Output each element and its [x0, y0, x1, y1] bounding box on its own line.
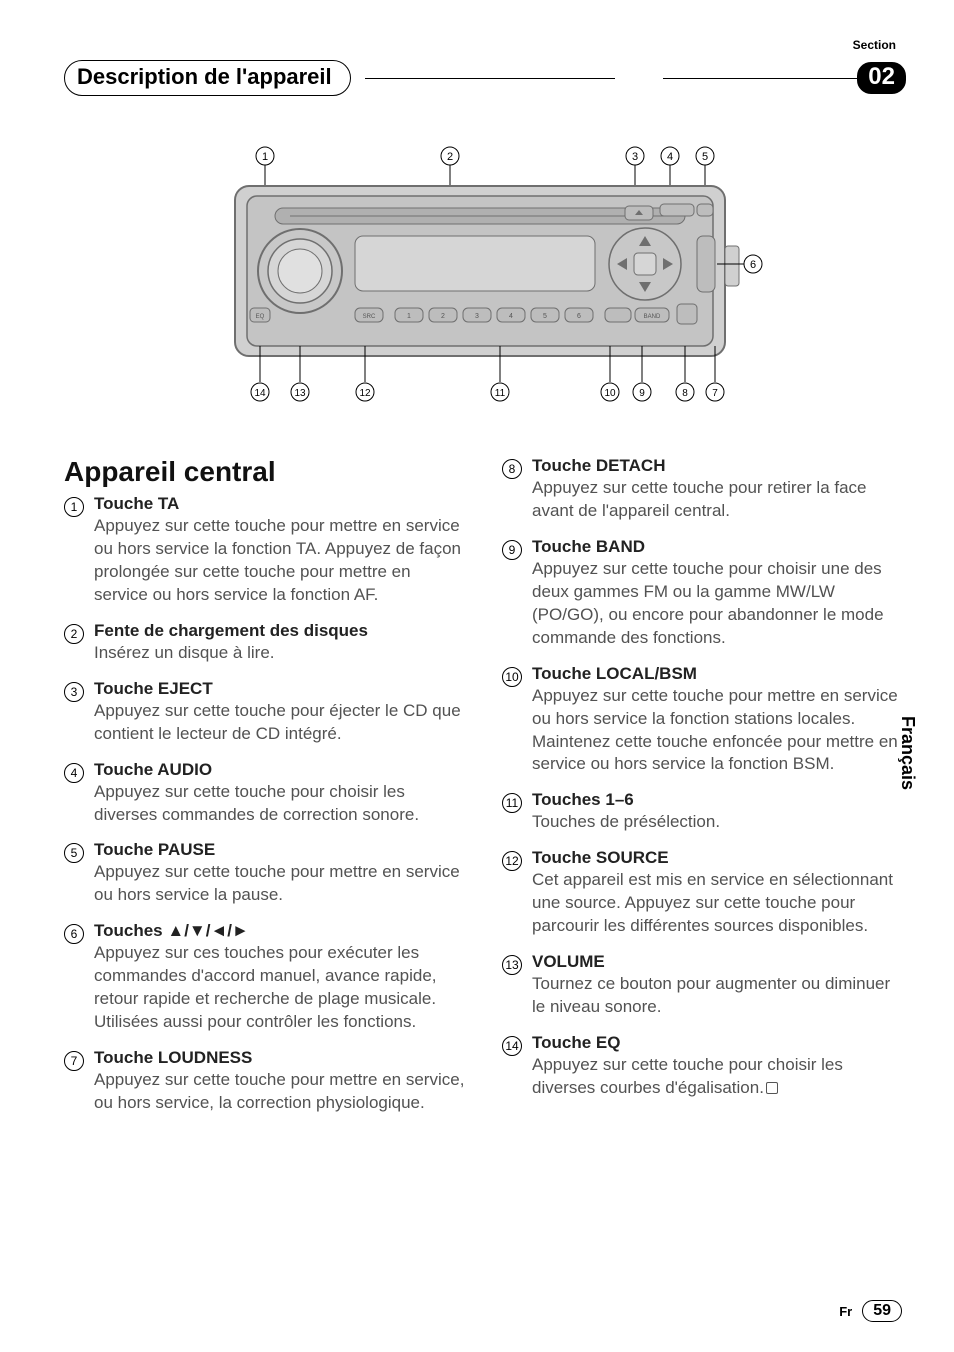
item-number: 3 — [64, 682, 84, 702]
svg-text:EQ: EQ — [256, 314, 265, 320]
end-marker-icon — [766, 1082, 778, 1094]
definition-item: 12 Touche SOURCECet appareil est mis en s… — [502, 848, 906, 938]
page-title: Description de l'appareil — [64, 60, 351, 96]
item-number: 13 — [502, 955, 522, 975]
item-title: Touche PAUSE — [94, 840, 215, 860]
svg-text:1: 1 — [407, 313, 411, 320]
item-body: Appuyez sur cette touche pour choisir un… — [532, 558, 906, 650]
definition-item: 11 Touches 1–6Touches de présélection. — [502, 790, 906, 834]
item-number: 12 — [502, 851, 522, 871]
item-number: 1 — [64, 497, 84, 517]
definition-item: 1 Touche TAAppuyez sur cette touche pour … — [64, 494, 468, 607]
item-title: Touche TA — [94, 494, 179, 514]
item-body: Appuyez sur cette touche pour mettre en … — [94, 861, 468, 907]
svg-text:6: 6 — [750, 259, 756, 271]
svg-text:4: 4 — [667, 151, 673, 163]
definition-item: 14 Touche EQAppuyez sur cette touche pour… — [502, 1033, 906, 1100]
main-heading: Appareil central — [64, 456, 468, 488]
item-number: 5 — [64, 843, 84, 863]
item-number: 9 — [502, 540, 522, 560]
item-title: VOLUME — [532, 952, 605, 972]
svg-text:3: 3 — [632, 151, 638, 163]
section-label: Section — [853, 38, 896, 52]
page-header: Description de l'appareil 02 — [64, 60, 906, 96]
svg-text:13: 13 — [294, 388, 306, 399]
footer-page-number: 59 — [862, 1300, 902, 1322]
item-title: Touche LOCAL/BSM — [532, 664, 697, 684]
item-body: Appuyez sur cette touche pour retirer la… — [532, 477, 906, 523]
item-body: Touches de présélection. — [532, 811, 906, 834]
item-number: 11 — [502, 793, 522, 813]
svg-text:8: 8 — [682, 388, 688, 399]
item-title: Touche EJECT — [94, 679, 213, 699]
item-number: 2 — [64, 624, 84, 644]
item-number: 7 — [64, 1051, 84, 1071]
footer-lang: Fr — [839, 1304, 852, 1319]
svg-text:4: 4 — [509, 313, 513, 320]
svg-text:14: 14 — [254, 388, 266, 399]
header-divider-right — [663, 78, 843, 79]
item-number: 8 — [502, 459, 522, 479]
device-diagram: 12345 123456 SRC BAND EQ 1413121110987 6 — [205, 136, 765, 416]
svg-text:5: 5 — [702, 151, 708, 163]
svg-text:11: 11 — [495, 388, 506, 399]
item-title: Fente de chargement des disques — [94, 621, 368, 641]
definition-item: 5 Touche PAUSEAppuyez sur cette touche po… — [64, 840, 468, 907]
item-title: Touche EQ — [532, 1033, 620, 1053]
svg-text:5: 5 — [543, 313, 547, 320]
item-number: 6 — [64, 924, 84, 944]
section-number-badge: 02 — [857, 62, 906, 94]
left-column: Appareil central 1Touche TAAppuyez sur c… — [64, 456, 468, 1129]
definition-item: 10 Touche LOCAL/BSMAppuyez sur cette touc… — [502, 664, 906, 777]
item-number: 4 — [64, 763, 84, 783]
right-column: 8Touche DETACHAppuyez sur cette touche p… — [502, 456, 906, 1129]
definition-item: 8 Touche DETACHAppuyez sur cette touche p… — [502, 456, 906, 523]
definition-item: 4 Touche AUDIOAppuyez sur cette touche po… — [64, 760, 468, 827]
header-divider — [365, 78, 616, 79]
item-number: 10 — [502, 667, 522, 687]
item-body: Tournez ce bouton pour augmenter ou dimi… — [532, 973, 906, 1019]
svg-text:2: 2 — [447, 151, 453, 163]
page-footer: Fr 59 — [839, 1300, 902, 1322]
item-body: Appuyez sur cette touche pour mettre en … — [94, 1069, 468, 1115]
definition-item: 9 Touche BANDAppuyez sur cette touche pou… — [502, 537, 906, 650]
svg-text:7: 7 — [712, 388, 718, 399]
item-body: Appuyez sur cette touche pour éjecter le… — [94, 700, 468, 746]
svg-text:12: 12 — [359, 388, 371, 399]
item-title: Touches 1–6 — [532, 790, 634, 810]
item-title: Touche DETACH — [532, 456, 665, 476]
svg-text:3: 3 — [475, 313, 479, 320]
item-body: Appuyez sur cette touche pour choisir le… — [94, 781, 468, 827]
definition-item: 7 Touche LOUDNESSAppuyez sur cette touche… — [64, 1048, 468, 1115]
item-title: Touche BAND — [532, 537, 645, 557]
svg-text:6: 6 — [577, 313, 581, 320]
item-body: Appuyez sur cette touche pour mettre en … — [94, 515, 468, 607]
definition-item: 2 Fente de chargement des disquesInsérez … — [64, 621, 468, 665]
svg-text:2: 2 — [441, 313, 445, 320]
svg-text:10: 10 — [604, 388, 616, 399]
item-body: Cet appareil est mis en service en sélec… — [532, 869, 906, 938]
definition-item: 6 Touches ▲/▼/◄/►Appuyez sur ces touches … — [64, 921, 468, 1034]
item-title: Touche AUDIO — [94, 760, 212, 780]
definition-item: 3 Touche EJECTAppuyez sur cette touche po… — [64, 679, 468, 746]
item-title: Touches ▲/▼/◄/► — [94, 921, 249, 941]
item-body: Appuyez sur cette touche pour mettre en … — [532, 685, 906, 777]
item-number: 14 — [502, 1036, 522, 1056]
svg-text:9: 9 — [639, 388, 645, 399]
item-body: Insérez un disque à lire. — [94, 642, 468, 665]
svg-text:BAND: BAND — [644, 314, 661, 320]
item-body: Appuyez sur ces touches pour exécuter le… — [94, 942, 468, 1034]
svg-text:1: 1 — [262, 151, 268, 163]
svg-text:SRC: SRC — [363, 314, 376, 320]
item-title: Touche SOURCE — [532, 848, 669, 868]
item-title: Touche LOUDNESS — [94, 1048, 252, 1068]
language-tab: Français — [897, 716, 918, 790]
item-body: Appuyez sur cette touche pour choisir le… — [532, 1054, 906, 1100]
definition-item: 13 VOLUMETournez ce bouton pour augmenter… — [502, 952, 906, 1019]
